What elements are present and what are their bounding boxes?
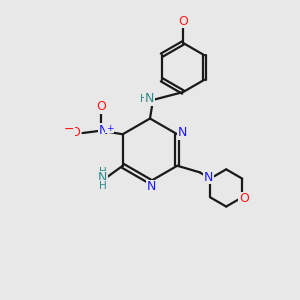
- Text: N: N: [98, 171, 107, 184]
- Text: O: O: [70, 126, 80, 139]
- Text: H: H: [99, 167, 106, 177]
- Text: O: O: [178, 15, 188, 28]
- Text: H: H: [140, 94, 147, 104]
- Text: N: N: [204, 171, 213, 184]
- Text: −: −: [64, 123, 74, 136]
- Text: O: O: [239, 192, 249, 205]
- Text: N: N: [147, 180, 156, 194]
- Text: +: +: [106, 124, 113, 133]
- Text: H: H: [99, 181, 106, 191]
- Text: N: N: [177, 126, 187, 139]
- Text: N: N: [99, 124, 108, 136]
- Text: O: O: [96, 100, 106, 113]
- Text: N: N: [145, 92, 154, 105]
